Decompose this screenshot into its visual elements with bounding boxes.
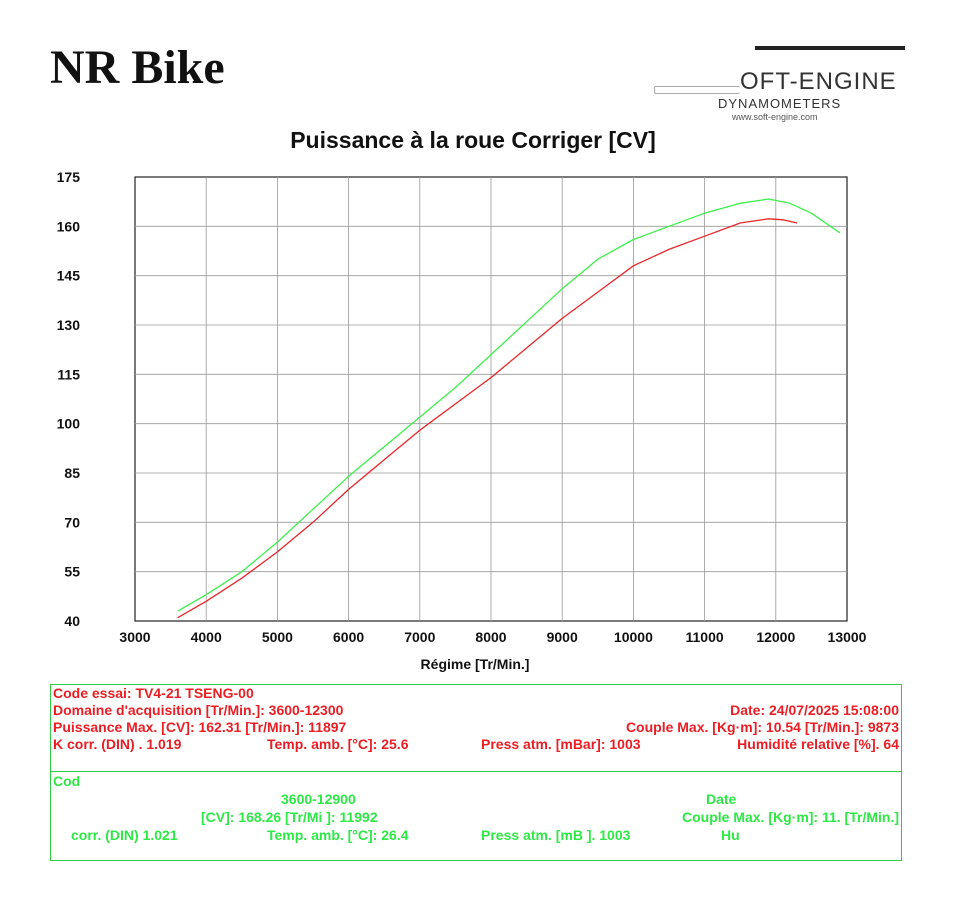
y-tick-label: 55	[64, 564, 80, 580]
x-tick-label: 8000	[475, 629, 506, 645]
run2-info-panel: Cod 3600-12900 Date [CV]: 168.26 [Tr/Mi ]…	[50, 771, 902, 861]
x-tick-label: 9000	[547, 629, 578, 645]
run1-humidity: Humidité relative [%]. 64	[737, 736, 899, 752]
y-tick-label: 70	[64, 514, 80, 530]
run2-humidity: Hu	[721, 827, 740, 843]
logo-bar	[755, 46, 905, 50]
run2-code: Cod	[53, 773, 81, 789]
run1-temp: Temp. amb. [°C]: 25.6	[267, 736, 409, 752]
run1-kcorr: K corr. (DIN) . 1.019	[53, 736, 182, 752]
y-tick-label: 130	[57, 317, 81, 333]
x-tick-label: 5000	[262, 629, 293, 645]
soft-engine-logo: OFT-ENGINE DYNAMOMETERS www.soft-engine.…	[650, 42, 910, 122]
run2-couple: Couple Max. [Kg·m]: 11. [Tr/Min.]	[681, 809, 899, 825]
power-chart: 3000 4000 5000 6000 7000 8000 9000 10000 11000 12…	[57, 169, 867, 672]
x-tick-label: 13000	[828, 629, 867, 645]
run1-domain: Domaine d'acquisition [Tr/Min.]: 3600-12…	[53, 702, 344, 718]
run2-temp: Temp. amb. [°C]: 26.4	[267, 827, 409, 843]
run2-press: Press atm. [mB ]. 1003	[481, 827, 631, 843]
y-tick-label: 145	[57, 268, 81, 284]
x-tick-label: 4000	[191, 629, 222, 645]
run1-code: Code essai: TV4-21 TSENG-00	[53, 685, 254, 701]
page-title: NR Bike	[50, 41, 225, 94]
y-tick-label: 100	[57, 416, 81, 432]
run2-kcorr: corr. (DIN) 1.021	[71, 827, 178, 843]
run2-domain: 3600-12900	[281, 791, 356, 807]
x-tick-label: 3000	[119, 629, 150, 645]
y-tick-label: 40	[64, 613, 80, 629]
run1-info-panel: Code essai: TV4-21 TSENG-00 Domaine d'ac…	[50, 684, 902, 772]
series-line-1	[177, 218, 798, 619]
series-line-2	[177, 198, 841, 612]
run1-couple: Couple Max. [Kg·m]: 10.54 [Tr/Min.]: 987…	[625, 719, 899, 735]
x-axis-label: Régime [Tr/Min.]	[421, 656, 530, 672]
run2-date: Date	[706, 791, 737, 807]
run1-power: Puissance Max. [CV]: 162.31 [Tr/Min.]: 1…	[53, 719, 347, 735]
x-tick-label: 7000	[404, 629, 435, 645]
logo-subtitle: DYNAMOMETERS	[718, 96, 842, 111]
x-tick-label: 12000	[756, 629, 795, 645]
y-tick-label: 85	[64, 465, 80, 481]
x-tick-label: 11000	[686, 629, 724, 645]
x-tick-label: 10000	[614, 629, 653, 645]
logo-stroke	[654, 86, 740, 94]
chart-title: Puissance à la roue Corriger [CV]	[290, 127, 656, 153]
y-tick-label: 160	[57, 218, 81, 234]
x-tick-label: 6000	[333, 629, 364, 645]
run1-press: Press atm. [mBar]: 1003	[481, 736, 641, 752]
y-tick-label: 115	[57, 366, 80, 382]
run1-date: Date: 24/07/2025 15:08:00	[730, 702, 899, 718]
run2-power: [CV]: 168.26 [Tr/Mi ]: 11992	[201, 809, 378, 825]
logo-url: www.soft-engine.com	[732, 112, 818, 122]
y-tick-label: 175	[57, 169, 81, 185]
logo-name: OFT-ENGINE	[740, 68, 897, 95]
